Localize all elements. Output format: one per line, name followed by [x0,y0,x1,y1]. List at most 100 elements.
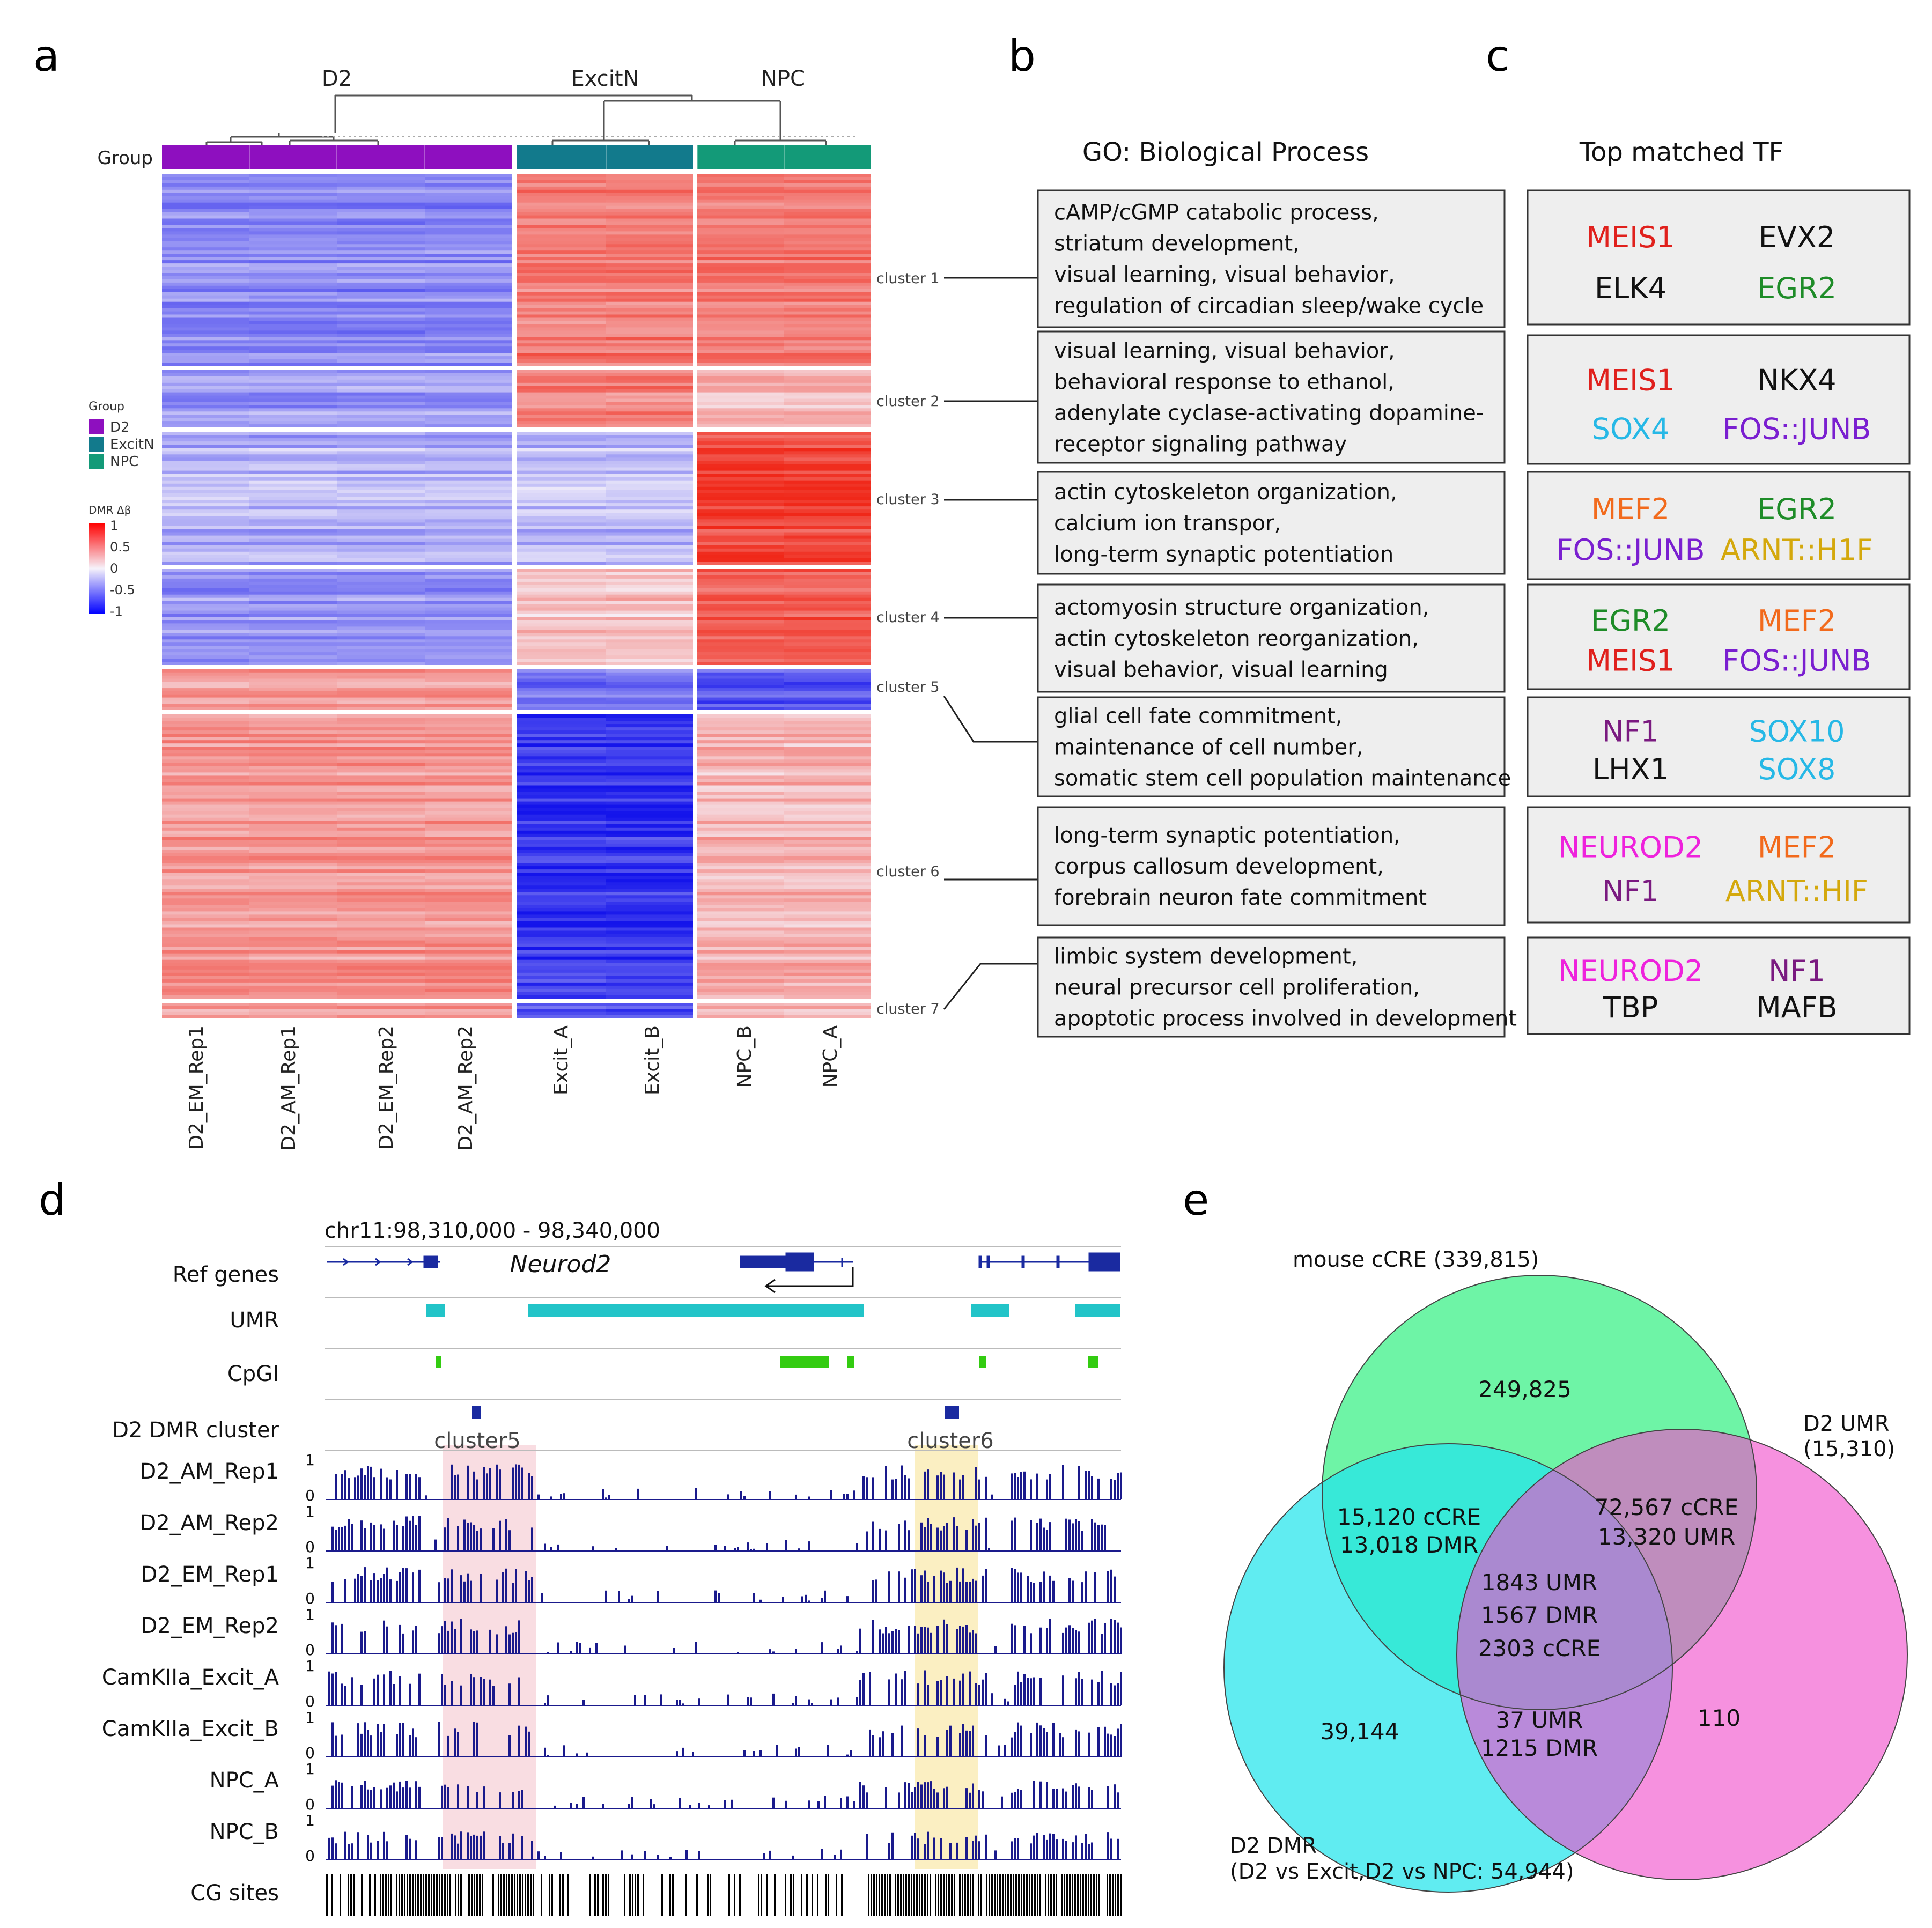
axis-tick-1: 1 [305,1554,315,1572]
tf-name: MEIS1 [1586,220,1675,254]
go-term-line: regulation of circadian sleep/wake cycle [1054,294,1484,319]
group-cell [784,145,871,169]
methylation-track-label: D2_EM_Rep1 [141,1562,279,1587]
venn-region-cre-dmr: 13,018 DMR [1340,1532,1478,1558]
venn-region-dmr-umr: 37 UMR [1496,1707,1583,1733]
tf-box: MEIS1 EVX2 ELK4 EGR2 [1527,189,1911,326]
cluster-label-6: cluster 6 [876,863,940,880]
venn-region-all: 1567 DMR [1481,1602,1598,1628]
sample-label: NPC_B [734,1025,756,1088]
go-term-line: visual learning, visual behavior, [1054,263,1395,287]
venn-set-dmr-count: (D2 vs Excit,D2 vs NPC: 54,944) [1230,1859,1574,1884]
methylation-track: CamKIIa_Excit_B 1 0 [102,1709,1122,1762]
panel-a-heatmap: D2 ExcitN NPC Group Group D2 ExcitN NPC [89,67,1038,1151]
cluster-label-3: cluster 3 [876,491,940,508]
cluster-label-7: cluster 7 [876,1001,940,1017]
cluster-connectors [943,277,1038,1010]
tf-name: NEUROD2 [1558,954,1703,988]
go-box: long-term synaptic potentiation, corpus c… [1037,806,1506,926]
gene-name: Neurod2 [510,1251,611,1278]
tf-name: SOX4 [1592,412,1670,446]
panel-c-tf: Top matched TF MEIS1 EVX2 ELK4 EGR2 MEIS1 NKX… [1527,137,1911,1035]
go-term-line: long-term synaptic potentiation, [1054,823,1400,848]
go-box-frame [1037,189,1506,328]
go-box-frame [1037,696,1506,797]
methylation-track-label: D2_AM_Rep1 [139,1459,279,1484]
legend-group-title: Group [89,400,124,413]
sample-label: D2_AM_Rep2 [455,1025,477,1151]
tf-name: EVX2 [1759,220,1835,254]
go-term-line: long-term synaptic potentiation [1054,542,1393,567]
tf-box-frame [1527,583,1911,690]
venn-region-all: 1843 UMR [1481,1569,1597,1595]
venn-set-dmr-name: D2 DMR [1230,1834,1317,1858]
coords-label: chr11:98,310,000 - 98,340,000 [325,1218,660,1243]
legend-scale-title: DMR Δβ [89,504,131,516]
axis-tick-1: 1 [305,1503,315,1520]
tf-box-frame [1527,471,1911,580]
axis-tick-1: 1 [305,1812,315,1829]
methylation-track: NPC_A 1 0 [210,1760,1121,1813]
tf-box-frame [1527,936,1911,1035]
tf-name: NEUROD2 [1558,830,1703,864]
axis-tick-0: 0 [305,1796,315,1813]
methylation-track: D2_AM_Rep1 1 0 [139,1451,1122,1504]
highlight-label-cluster5: cluster5 [434,1429,520,1453]
panel-d-letter: d [39,1175,66,1225]
legend-label-npc: NPC [110,454,138,470]
go-term-line: receptor signaling pathway [1054,432,1347,457]
go-term-line: actomyosin structure organization, [1054,595,1429,620]
tf-box-frame [1527,334,1911,465]
panel-e-venn: mouse cCRE (339,815) D2 UMR (15,310) D2 … [1223,1247,1908,1893]
legend-label-excitn: ExcitN [110,437,154,453]
axis-tick-0: 0 [305,1641,315,1659]
venn-region-dmr-umr: 1215 DMR [1481,1735,1598,1761]
venn-set-cre: mouse cCRE (339,815) [1293,1247,1539,1272]
highlight-label-cluster6: cluster6 [907,1429,993,1453]
legend-color-scale [89,523,105,614]
venn-region-dmr-only: 39,144 [1321,1718,1399,1745]
axis-tick-0: 0 [305,1847,315,1865]
tf-name: FOS::JUNB [1722,412,1871,446]
legend-tick-0: 0 [110,561,118,576]
sample-label: Excit_A [550,1025,572,1095]
legend-label-d2: D2 [110,419,130,435]
tf-name: FOS::JUNB [1722,644,1871,677]
dendro-label-excitn: ExcitN [571,67,639,91]
legend-swatch-npc [89,454,104,469]
track-separators [325,1246,1121,1451]
tf-name: MEF2 [1758,830,1836,864]
axis-tick-1: 1 [305,1760,315,1778]
go-box: cAMP/cGMP catabolic process, striatum dev… [1037,189,1506,328]
group-bar [162,143,871,172]
go-term-line: calcium ion transpor, [1054,511,1281,536]
go-term-line: striatum development, [1054,232,1300,256]
go-box: actomyosin structure organization, actin … [1037,583,1506,693]
legend-swatch-excitn [89,437,104,452]
sample-label: D2_EM_Rep1 [186,1025,208,1150]
tf-box-frame [1527,696,1911,797]
tf-title: Top matched TF [1579,137,1783,167]
tf-name: MEF2 [1758,604,1836,638]
venn-set-umr-name: D2 UMR [1803,1412,1890,1436]
methylation-track: CamKIIa_Excit_A 1 0 [102,1657,1122,1710]
go-term-line: glial cell fate commitment, [1054,704,1343,729]
venn-region-cre-umr: 13,320 UMR [1598,1524,1735,1550]
methylation-track-label: D2_AM_Rep2 [139,1511,279,1535]
tf-box-frame [1527,189,1911,326]
axis-tick-0: 0 [305,1487,315,1504]
sample-labels: D2_EM_Rep1 D2_AM_Rep1 D2_EM_Rep2 D2_AM_R… [186,1025,842,1151]
tf-name: FOS::JUNB [1556,533,1705,567]
go-term-line: cAMP/cGMP catabolic process, [1054,201,1379,225]
group-cell [249,145,337,169]
tf-name: LHX1 [1592,752,1669,786]
methylation-track-label: CamKIIa_Excit_B [102,1717,279,1741]
track-label-cg-sites: CG sites [190,1881,279,1905]
go-term-line: corpus callosum development, [1054,854,1384,879]
track-label-umr: UMR [230,1308,279,1333]
panel-c-letter: c [1486,31,1509,81]
cluster-label-2: cluster 2 [876,393,940,410]
